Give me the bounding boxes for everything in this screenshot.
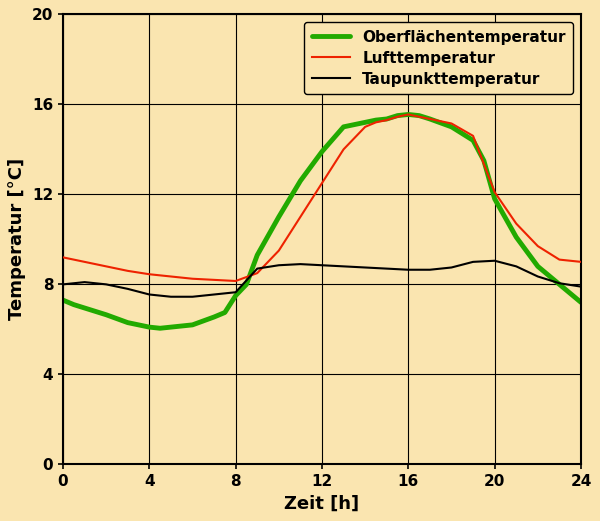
Lufttemperatur <box>383 117 391 123</box>
Lufttemperatur <box>59 254 67 260</box>
Taupunkttemperatur <box>556 280 563 287</box>
Taupunkttemperatur <box>577 283 584 290</box>
Taupunkttemperatur <box>221 290 229 296</box>
Oberflächentemperatur <box>297 178 304 184</box>
Oberflächentemperatur <box>405 111 412 118</box>
Oberflächentemperatur <box>556 281 563 288</box>
Lufttemperatur <box>189 276 196 282</box>
Taupunkttemperatur <box>362 264 369 270</box>
Lufttemperatur <box>81 259 88 265</box>
Lufttemperatur <box>534 243 541 249</box>
Oberflächentemperatur <box>167 324 175 330</box>
X-axis label: Zeit [h]: Zeit [h] <box>284 494 359 513</box>
Oberflächentemperatur <box>103 312 110 318</box>
Taupunkttemperatur <box>297 261 304 267</box>
Oberflächentemperatur <box>232 292 239 299</box>
Taupunkttemperatur <box>319 262 326 268</box>
Taupunkttemperatur <box>512 263 520 269</box>
Oberflächentemperatur <box>243 281 250 288</box>
Oberflächentemperatur <box>146 324 153 330</box>
Oberflächentemperatur <box>157 325 164 331</box>
Lufttemperatur <box>297 214 304 220</box>
Y-axis label: Temperatur [°C]: Temperatur [°C] <box>8 158 26 320</box>
Taupunkttemperatur <box>448 264 455 270</box>
Oberflächentemperatur <box>383 116 391 122</box>
Oberflächentemperatur <box>416 113 423 119</box>
Taupunkttemperatur <box>103 281 110 288</box>
Lufttemperatur <box>362 123 369 130</box>
Oberflächentemperatur <box>469 137 476 143</box>
Taupunkttemperatur <box>426 267 433 273</box>
Taupunkttemperatur <box>383 266 391 272</box>
Lufttemperatur <box>275 247 283 254</box>
Lufttemperatur <box>512 220 520 227</box>
Taupunkttemperatur <box>167 294 175 300</box>
Lufttemperatur <box>448 120 455 127</box>
Taupunkttemperatur <box>254 266 261 272</box>
Oberflächentemperatur <box>81 305 88 311</box>
Line: Taupunkttemperatur: Taupunkttemperatur <box>63 260 581 297</box>
Oberflächentemperatur <box>340 123 347 130</box>
Lufttemperatur <box>405 111 412 118</box>
Lufttemperatur <box>146 271 153 277</box>
Taupunkttemperatur <box>81 279 88 285</box>
Lufttemperatur <box>394 114 401 120</box>
Lufttemperatur <box>319 180 326 186</box>
Taupunkttemperatur <box>405 267 412 273</box>
Taupunkttemperatur <box>232 289 239 295</box>
Lufttemperatur <box>340 146 347 153</box>
Lufttemperatur <box>469 133 476 139</box>
Oberflächentemperatur <box>577 299 584 305</box>
Oberflächentemperatur <box>275 214 283 220</box>
Lufttemperatur <box>556 256 563 263</box>
Oberflächentemperatur <box>480 157 487 164</box>
Oberflächentemperatur <box>124 319 131 326</box>
Taupunkttemperatur <box>469 259 476 265</box>
Taupunkttemperatur <box>146 291 153 297</box>
Taupunkttemperatur <box>534 274 541 280</box>
Oberflächentemperatur <box>373 117 380 123</box>
Oberflächentemperatur <box>211 314 218 320</box>
Oberflächentemperatur <box>221 309 229 316</box>
Taupunkttemperatur <box>70 280 77 287</box>
Taupunkttemperatur <box>275 262 283 268</box>
Taupunkttemperatur <box>491 257 498 264</box>
Taupunkttemperatur <box>124 286 131 292</box>
Oberflächentemperatur <box>254 252 261 258</box>
Lufttemperatur <box>211 277 218 283</box>
Oberflächentemperatur <box>189 322 196 328</box>
Line: Oberflächentemperatur: Oberflächentemperatur <box>63 115 581 328</box>
Oberflächentemperatur <box>394 113 401 119</box>
Oberflächentemperatur <box>59 297 67 303</box>
Lufttemperatur <box>103 263 110 269</box>
Oberflächentemperatur <box>448 123 455 130</box>
Oberflächentemperatur <box>491 196 498 202</box>
Lufttemperatur <box>124 268 131 274</box>
Taupunkttemperatur <box>340 263 347 269</box>
Lufttemperatur <box>167 274 175 280</box>
Oberflächentemperatur <box>362 119 369 126</box>
Lufttemperatur <box>232 278 239 284</box>
Legend: Oberflächentemperatur, Lufttemperatur, Taupunkttemperatur: Oberflächentemperatur, Lufttemperatur, T… <box>304 22 574 94</box>
Lufttemperatur <box>426 116 433 122</box>
Taupunkttemperatur <box>59 281 67 288</box>
Lufttemperatur <box>254 270 261 276</box>
Taupunkttemperatur <box>211 291 218 297</box>
Lufttemperatur <box>491 189 498 195</box>
Oberflächentemperatur <box>534 263 541 269</box>
Oberflächentemperatur <box>426 116 433 122</box>
Lufttemperatur <box>577 259 584 265</box>
Lufttemperatur <box>373 119 380 126</box>
Line: Lufttemperatur: Lufttemperatur <box>63 115 581 281</box>
Oberflächentemperatur <box>319 148 326 155</box>
Oberflächentemperatur <box>512 234 520 240</box>
Oberflächentemperatur <box>70 302 77 308</box>
Taupunkttemperatur <box>189 294 196 300</box>
